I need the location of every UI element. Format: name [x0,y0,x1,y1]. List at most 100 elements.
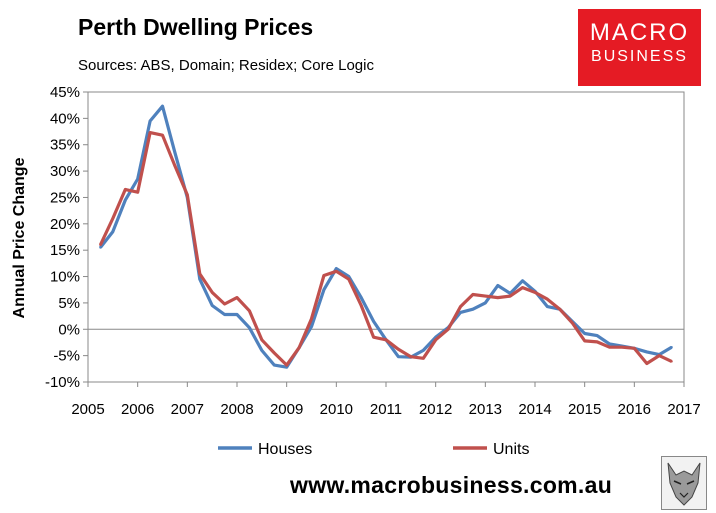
data-point-units [583,339,586,343]
y-tick-label: 25% [50,189,80,206]
data-point-units [161,134,164,137]
data-point-houses [235,313,239,316]
x-tick-label: 2011 [370,401,402,418]
data-point-houses [459,311,462,314]
x-tick-label: 2013 [469,401,502,418]
x-tick-label: 2017 [667,401,700,418]
data-point-houses [161,105,164,108]
x-tick-label: 2016 [618,401,651,418]
y-tick-label: 5% [58,295,80,312]
y-tick-label: 15% [50,242,80,259]
data-point-houses [322,288,326,291]
y-tick-label: -5% [53,348,80,365]
data-point-houses [397,355,400,358]
data-point-houses [310,325,313,328]
logo-line-1: MACRO [589,19,690,46]
x-tick-label: 2014 [518,401,551,418]
data-point-units [620,346,624,349]
y-tick-label: -10% [45,374,80,391]
logo-line-2: BUSINESS [591,48,688,65]
x-tick-label: 2015 [568,401,601,418]
data-point-units [521,286,524,289]
legend-label-houses: Houses [258,441,312,458]
data-point-houses [211,304,214,307]
data-point-units [409,355,412,358]
data-point-units [446,328,450,331]
data-point-houses [471,308,475,311]
legend-label-units: Units [493,441,529,458]
data-point-units [223,302,226,306]
y-tick-label: 0% [58,321,80,338]
x-tick-label: 2006 [121,401,154,418]
data-point-units [558,308,561,311]
data-point-units [360,304,363,307]
x-tick-label: 2010 [320,401,353,418]
data-point-units [484,294,487,298]
data-point-houses [335,267,338,270]
data-point-units [173,164,177,167]
data-point-units [571,321,574,325]
data-point-houses [99,246,102,249]
data-point-units [235,296,239,299]
data-point-units [285,363,288,367]
data-point-houses [521,279,524,282]
data-point-units [459,305,462,308]
data-point-houses [136,177,139,181]
data-point-houses [670,346,673,349]
x-tick-label: 2009 [270,401,303,418]
y-tick-label: 10% [50,269,80,286]
data-point-houses [273,363,276,367]
x-tick-label: 2008 [220,401,253,418]
data-point-units [533,291,537,294]
data-point-units [608,346,611,349]
data-point-units [136,191,139,194]
data-point-houses [248,326,251,329]
macrobusiness-logo[interactable]: MACRO BUSINESS [578,9,701,86]
data-point-houses [360,296,363,299]
data-point-houses [484,301,487,305]
y-tick-label: 40% [50,110,80,127]
data-point-units [496,296,499,299]
y-axis-title: Annual Price Change [11,157,28,318]
data-point-houses [595,334,599,337]
data-point-units [633,347,636,350]
data-point-units [471,293,475,296]
data-point-units [148,131,152,134]
data-point-units [347,278,350,281]
data-point-houses [148,119,152,123]
data-point-houses [496,284,499,287]
data-point-houses [372,320,375,323]
data-point-units [397,348,400,351]
data-point-houses [546,305,549,308]
data-point-units [372,336,375,339]
data-point-houses [285,366,288,369]
data-point-units [384,338,388,341]
x-tick-label: 2007 [171,401,204,418]
y-tick-label: 35% [50,137,80,154]
x-tick-label: 2005 [71,401,104,418]
data-point-units [273,351,276,355]
data-point-houses [198,278,201,281]
data-point-units [310,317,313,320]
data-point-units [111,217,115,220]
wolf-icon [661,456,707,510]
data-point-units [211,291,214,294]
data-point-units [248,309,251,312]
y-tick-label: 30% [50,163,80,180]
data-point-houses [124,198,127,202]
data-point-units [670,360,673,363]
data-point-units [99,243,102,247]
footer-url[interactable]: www.macrobusiness.com.au [290,472,613,498]
data-point-units [260,338,263,341]
chart-title: Perth Dwelling Prices [78,14,314,40]
data-point-units [322,274,326,277]
data-point-houses [173,151,177,154]
data-point-units [335,270,338,273]
data-point-units [124,188,127,191]
data-point-houses [583,332,586,335]
data-point-houses [645,350,648,354]
data-point-houses [111,230,115,233]
data-point-houses [260,349,263,352]
data-point-units [198,272,201,276]
